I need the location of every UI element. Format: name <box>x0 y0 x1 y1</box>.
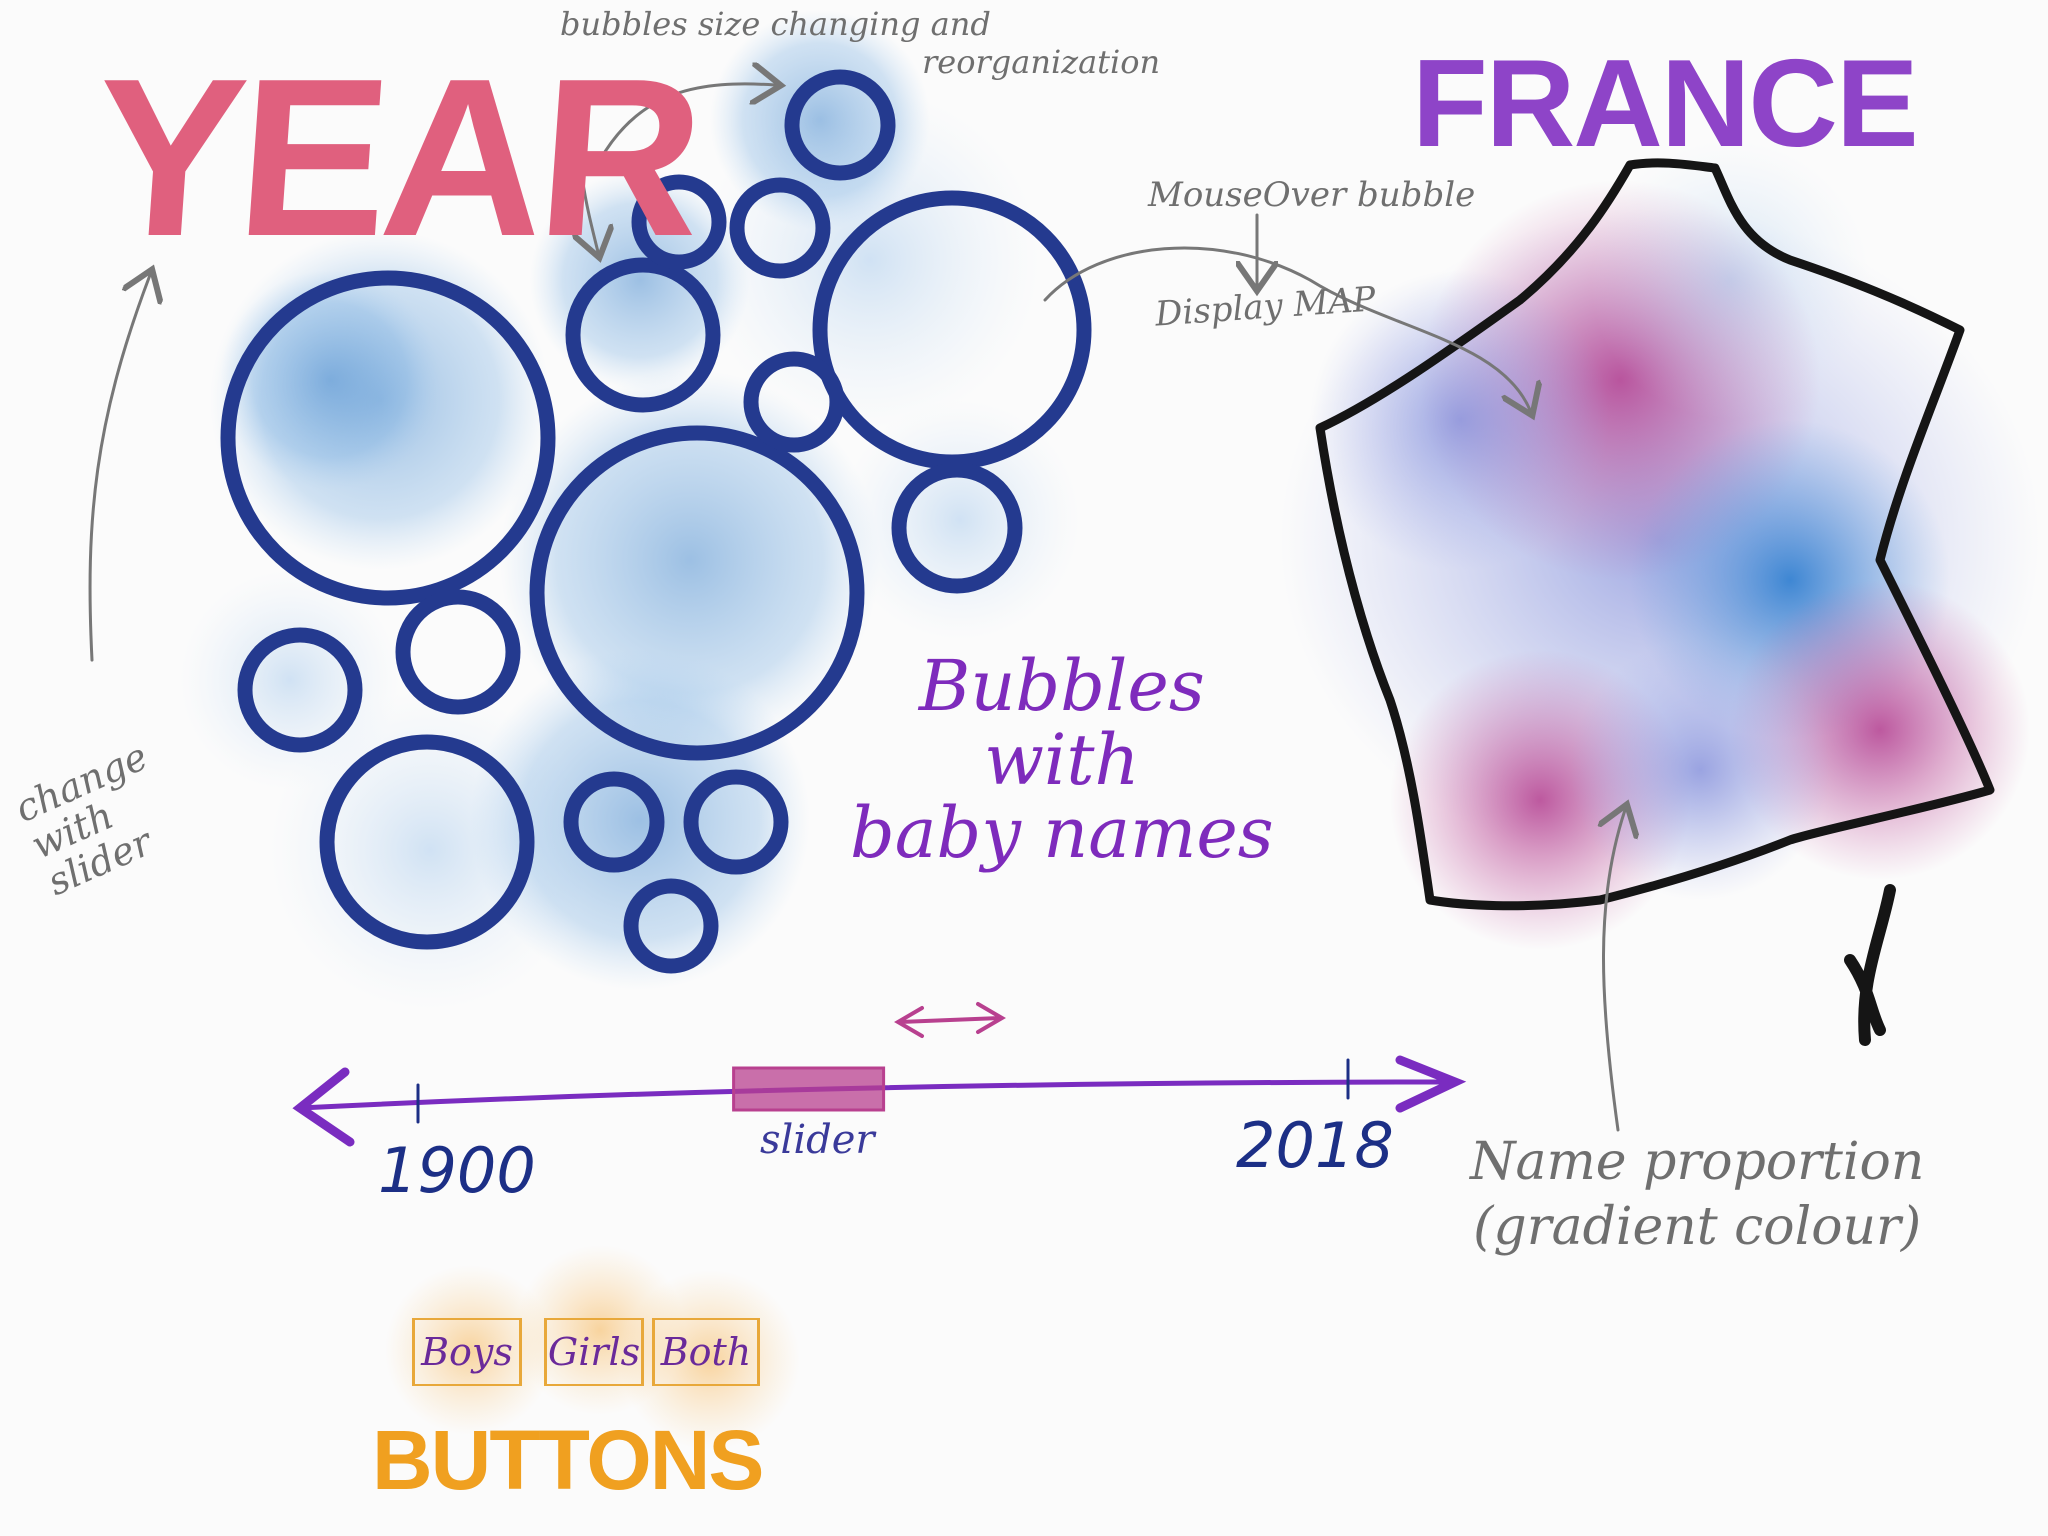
bubble-cluster <box>220 69 1092 974</box>
bubble-large-upper-right[interactable] <box>812 190 1092 470</box>
timeline-left-arrowhead <box>292 1067 355 1147</box>
girls-button[interactable]: Girls <box>544 1318 644 1386</box>
arrow-reorganization-top <box>598 84 775 162</box>
note-name-line1: Name proportion <box>1470 1132 1925 1192</box>
france-outline[interactable] <box>1315 158 1995 911</box>
bubble-small-f[interactable] <box>395 589 521 715</box>
bubble-small-h[interactable] <box>683 769 789 875</box>
bubble-washes <box>180 10 1080 1010</box>
bubble-xl-center[interactable] <box>529 425 865 761</box>
year-slider-handle[interactable] <box>732 1066 886 1112</box>
bubble-xl-left[interactable] <box>220 270 556 606</box>
bubble-small-a[interactable] <box>631 174 727 270</box>
slider-hint-arrow <box>894 1002 1006 1038</box>
year-title: YEAR <box>86 31 705 283</box>
bubbles-with-baby-names-label: Bubbles with baby names <box>850 645 1274 874</box>
timeline-right-arrowhead <box>1395 1055 1467 1113</box>
corsica-outline <box>1844 884 1896 1046</box>
bubble-small-c[interactable] <box>743 351 845 453</box>
bubble-small-i[interactable] <box>623 878 719 974</box>
bubble-medium-left-bottom[interactable] <box>319 734 535 950</box>
arrow-reorganization-down <box>580 108 598 252</box>
bubble-medium-upper[interactable] <box>565 257 721 413</box>
note-reorganization: reorganization <box>922 43 1161 81</box>
note-mouseover-bubble: MouseOver bubble <box>1148 175 1476 215</box>
note-bubbles-size-changing: bubbles size changing and <box>560 5 991 43</box>
slider-label: slider <box>760 1117 875 1163</box>
arrow-bubble-to-map <box>1043 246 1530 410</box>
both-button[interactable]: Both <box>652 1318 760 1386</box>
timeline-end-label: 2018 <box>1236 1109 1394 1182</box>
note-name-proportion: Name proportion (gradient colour) <box>1470 1130 1924 1260</box>
boys-button[interactable]: Boys <box>412 1318 522 1386</box>
bubbles-label-line1: Bubbles <box>918 645 1205 727</box>
bubble-small-top[interactable] <box>784 69 896 181</box>
timeline <box>292 1002 1467 1147</box>
buttons-title: BUTTONS <box>372 1413 764 1507</box>
france-map-gradient <box>1280 140 2040 950</box>
bubbles-label-line2: with <box>984 718 1140 801</box>
bubble-small-d[interactable] <box>891 462 1023 594</box>
france-map-title: FRANCE <box>1412 35 1919 173</box>
bubble-small-g[interactable] <box>563 771 665 873</box>
bubble-small-e[interactable] <box>237 627 363 753</box>
bubbles-label-line3: baby names <box>850 792 1274 874</box>
timeline-axis <box>297 1079 1458 1111</box>
arrow-slider-to-year <box>88 275 150 662</box>
arrow-name-proportion <box>1603 810 1625 1132</box>
timeline-start-label: 1900 <box>378 1134 536 1207</box>
note-name-line2: (gradient colour) <box>1473 1197 1922 1257</box>
bubble-small-b[interactable] <box>729 177 831 279</box>
